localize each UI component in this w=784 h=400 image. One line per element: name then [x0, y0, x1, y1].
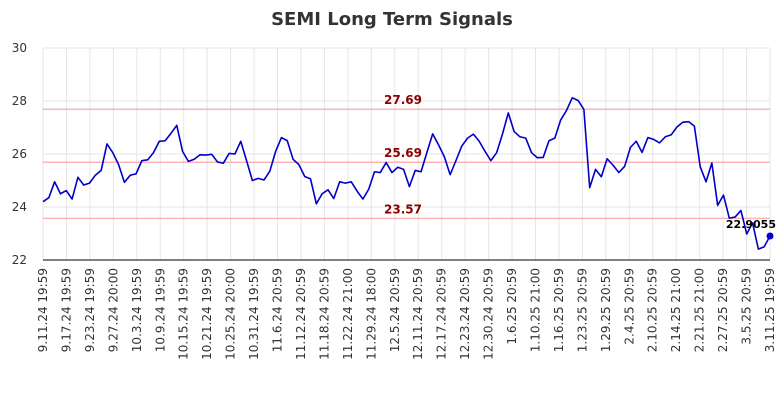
reference-value-label: 27.69 [384, 93, 422, 107]
last-value-label: 22.9055 [726, 218, 776, 231]
x-tick-label: 2.21.25 21:00 [693, 268, 707, 352]
x-tick-label: 1.23.25 20:59 [575, 268, 589, 352]
x-tick-label: 10.15.24 19:59 [177, 268, 191, 360]
x-tick-label: 11.29.24 18:00 [364, 268, 378, 360]
x-tick-label: 2.4.25 20:59 [622, 268, 636, 345]
y-tick-label: 30 [12, 41, 27, 55]
series-line [42, 97, 771, 250]
y-tick-label: 28 [12, 94, 27, 108]
x-tick-label: 11.18.24 20:59 [317, 268, 331, 360]
x-tick-label: 1.6.25 20:59 [505, 268, 519, 345]
reference-value-label: 25.69 [384, 146, 422, 160]
x-tick-label: 11.12.24 20:59 [294, 268, 308, 360]
x-tick-label: 2.27.25 20:59 [716, 268, 730, 352]
x-tick-label: 12.11.24 20:59 [411, 268, 425, 360]
x-tick-label: 2.14.25 21:00 [669, 268, 683, 352]
series-layer [42, 97, 774, 250]
labels-layer: 22 24 26 28 30 9.11.24 19:59 9.17.24 19:59 9.23… [12, 41, 777, 360]
x-tick-label: 12.30.24 20:59 [482, 268, 496, 360]
x-tick-label: 10.31.24 19:59 [247, 268, 261, 360]
x-tick-label: 9.23.24 19:59 [83, 268, 97, 352]
x-tick-label: 1.10.25 21:00 [528, 268, 542, 352]
x-tick-label: 10.21.24 19:59 [200, 268, 214, 360]
x-tick-label: 12.17.24 20:59 [435, 268, 449, 360]
x-tick-label: 10.25.24 20:00 [224, 268, 238, 360]
x-tick-label: 11.6.24 20:59 [271, 268, 285, 352]
y-tick-label: 24 [12, 200, 27, 214]
x-tick-label: 3.11.25 19:59 [763, 268, 777, 352]
chart-title: SEMI Long Term Signals [271, 9, 513, 30]
x-tick-label: 9.11.24 19:59 [36, 268, 50, 352]
x-tick-label: 9.27.24 20:00 [106, 268, 120, 352]
y-tick-label: 22 [12, 253, 27, 267]
reference-lines [43, 108, 770, 220]
x-tick-label: 12.23.24 20:59 [458, 268, 472, 360]
reference-value-label: 23.57 [384, 202, 422, 216]
x-tick-label: 1.29.25 20:59 [599, 268, 613, 352]
x-tick-label: 11.22.24 21:00 [341, 268, 355, 360]
last-point-marker [766, 232, 774, 240]
x-tick-label: 3.5.25 20:59 [740, 268, 754, 345]
x-tick-label: 12.5.24 20:59 [388, 268, 402, 352]
x-tick-label: 10.3.24 19:59 [130, 268, 144, 352]
x-tick-label: 10.9.24 19:59 [153, 268, 167, 352]
x-tick-label: 9.17.24 19:59 [59, 268, 73, 352]
y-tick-label: 26 [12, 147, 27, 161]
x-tick-label: 2.10.25 20:59 [646, 268, 660, 352]
x-tick-label: 1.16.25 20:59 [552, 268, 566, 352]
